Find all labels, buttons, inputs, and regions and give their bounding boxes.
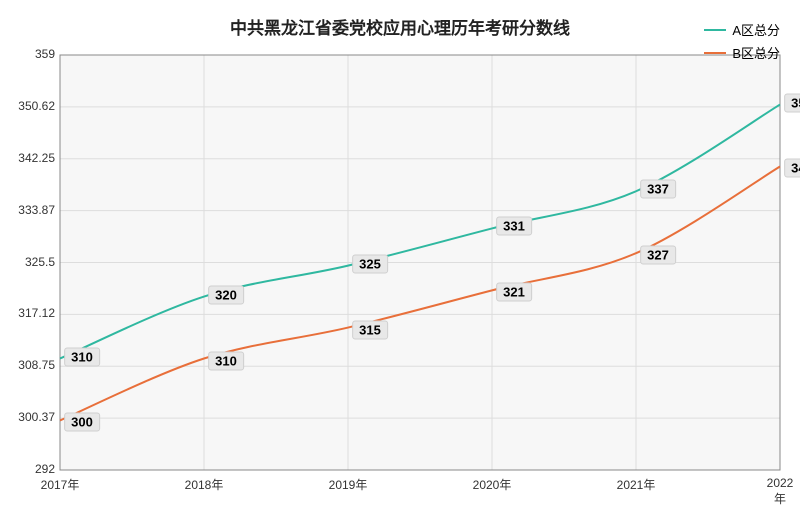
series-1-point-label: 310 [208,351,244,370]
y-tick: 359 [5,47,55,61]
y-tick: 308.75 [5,358,55,372]
legend-swatch-0 [704,29,726,31]
legend-swatch-1 [704,52,726,54]
x-tick: 2020年 [473,476,512,493]
series-1-point-label: 327 [640,246,676,265]
series-0-point-label: 320 [208,285,244,304]
x-tick: 2017年 [41,476,80,493]
x-tick: 2022年 [767,476,794,507]
y-tick: 333.87 [5,203,55,217]
legend-label-1: B区总分 [732,43,780,62]
legend-label-0: A区总分 [732,20,780,39]
series-0-point-label: 325 [352,254,388,273]
series-0-point-label: 351 [784,93,800,112]
series-0-point-label: 331 [496,217,532,236]
y-tick: 350.62 [5,99,55,113]
series-1-point-label: 315 [352,320,388,339]
y-tick: 300.37 [5,410,55,424]
y-tick: 317.12 [5,306,55,320]
legend-item-1: B区总分 [704,43,780,62]
y-tick: 325.5 [5,255,55,269]
y-tick: 342.25 [5,151,55,165]
legend-item-0: A区总分 [704,20,780,39]
series-0-point-label: 310 [64,347,100,366]
series-1-point-label: 300 [64,413,100,432]
series-1-point-label: 321 [496,283,532,302]
series-0-point-label: 337 [640,180,676,199]
x-tick: 2018年 [185,476,224,493]
x-tick: 2021年 [617,476,656,493]
y-tick: 292 [5,462,55,476]
chart-container: 中共黑龙江省委党校应用心理历年考研分数线 A区总分 B区总分 292300.37… [0,0,800,500]
chart-svg [0,0,800,500]
x-tick: 2019年 [329,476,368,493]
series-1-point-label: 341 [784,159,800,178]
legend: A区总分 B区总分 [704,20,780,62]
